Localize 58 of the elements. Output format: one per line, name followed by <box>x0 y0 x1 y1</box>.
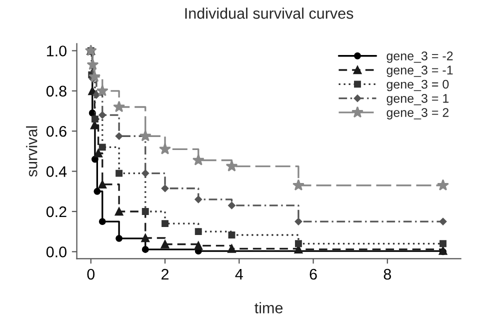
point <box>194 196 202 204</box>
point <box>98 218 106 226</box>
point <box>160 240 170 248</box>
point <box>86 58 99 70</box>
point <box>139 130 152 142</box>
point <box>94 149 102 158</box>
point <box>91 116 98 123</box>
point <box>226 160 238 172</box>
x-tick-label: 0 <box>87 268 95 280</box>
point <box>228 244 236 253</box>
x-axis-title: time <box>254 302 283 314</box>
point <box>194 228 202 236</box>
point <box>141 234 150 242</box>
point <box>116 234 123 242</box>
point <box>228 232 236 238</box>
point <box>114 207 124 216</box>
point <box>142 208 149 215</box>
point <box>92 91 100 99</box>
point <box>228 202 236 210</box>
point <box>96 84 108 96</box>
point <box>98 111 106 119</box>
point <box>142 246 149 253</box>
y-tick-label: 1.0 <box>47 46 66 56</box>
point <box>162 220 168 228</box>
point <box>159 142 171 154</box>
point <box>98 180 107 189</box>
x-tick-label: 4 <box>235 269 243 280</box>
point <box>98 144 106 151</box>
point <box>292 179 304 191</box>
point <box>161 184 169 192</box>
legend-label: gene_3 = 0 <box>386 80 449 92</box>
point <box>439 218 447 226</box>
x-tick-label: 2 <box>162 268 168 280</box>
legend-label: gene_3 = -2 <box>386 52 453 63</box>
y-tick-label: 0.4 <box>46 166 67 177</box>
y-tick-label: 0.0 <box>46 246 66 258</box>
point <box>294 240 302 248</box>
point <box>115 132 123 140</box>
point <box>440 240 446 248</box>
point <box>194 241 203 250</box>
point <box>113 100 126 112</box>
legend-label: gene_3 = -1 <box>386 66 453 77</box>
point <box>94 188 101 195</box>
y-axis-title: survival <box>26 126 38 177</box>
legend-label: gene_3 = 1 <box>386 94 449 106</box>
x-tick-label: 6 <box>310 268 317 280</box>
y-tick-label: 0.8 <box>46 86 66 97</box>
point <box>437 179 449 191</box>
x-tick-label: 8 <box>384 268 391 280</box>
y-tick-label: 0.2 <box>46 206 66 218</box>
point <box>294 218 302 226</box>
y-tick-label: 0.6 <box>46 126 66 137</box>
legend-label: gene_3 = 2 <box>386 108 449 120</box>
point <box>88 70 101 82</box>
chart-title: Individual survival curves <box>185 8 354 19</box>
point <box>116 170 123 177</box>
point <box>142 170 150 177</box>
point <box>192 154 204 166</box>
